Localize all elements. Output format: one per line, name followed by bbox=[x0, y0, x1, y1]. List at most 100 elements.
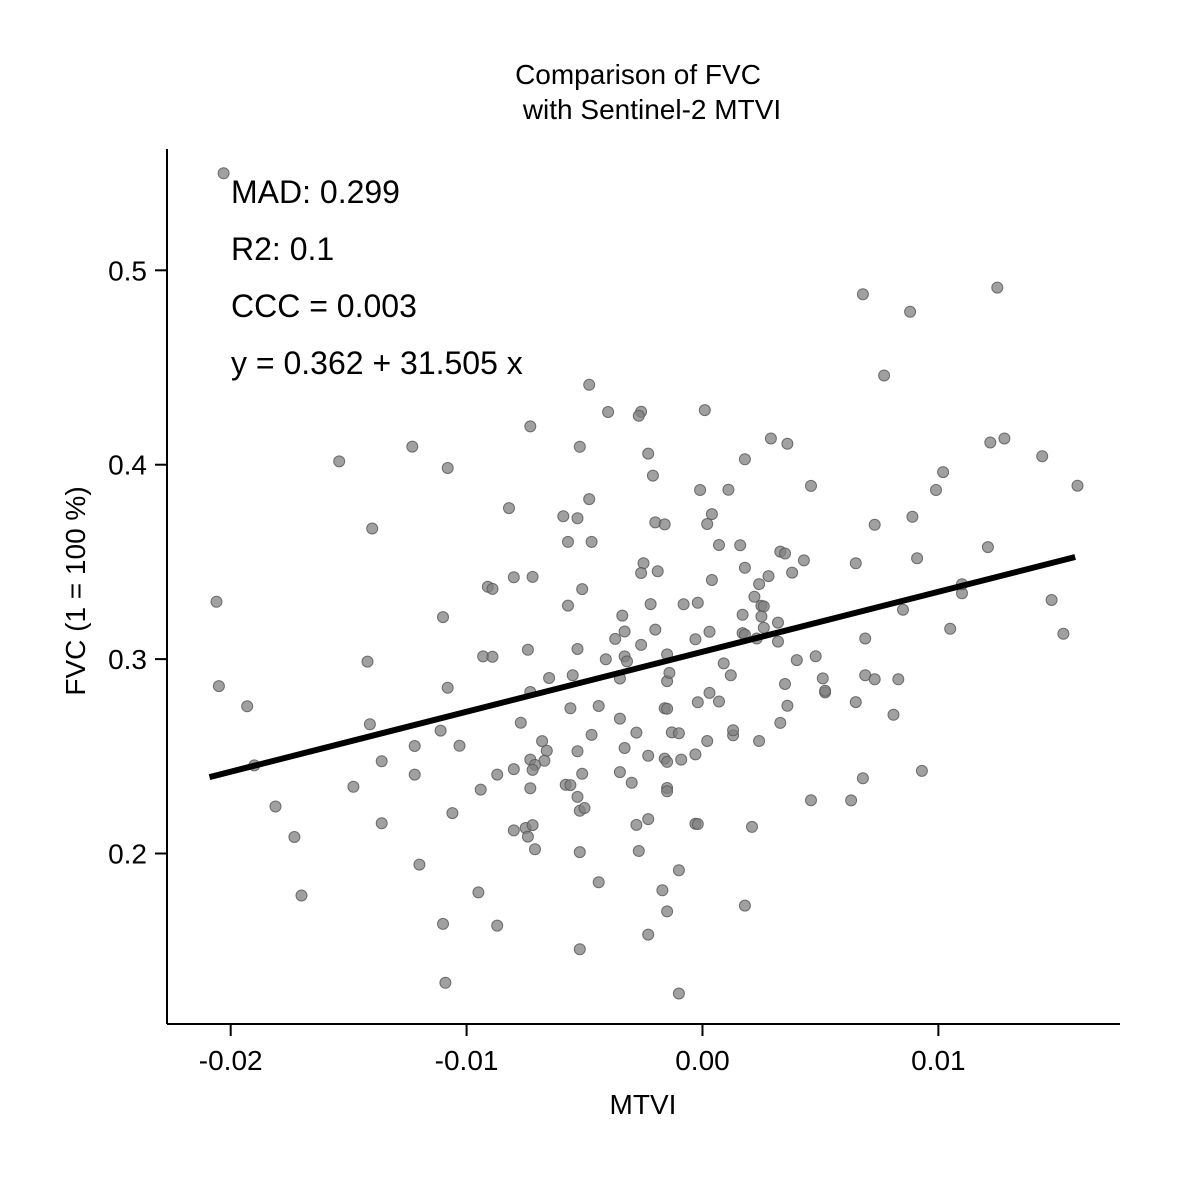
data-point bbox=[573, 846, 586, 859]
data-point bbox=[753, 735, 766, 747]
data-point bbox=[585, 535, 598, 548]
data-point bbox=[366, 522, 379, 535]
data-point bbox=[491, 768, 504, 781]
data-point bbox=[521, 830, 534, 843]
data-point bbox=[625, 776, 638, 789]
data-point bbox=[503, 502, 515, 515]
data-point bbox=[878, 369, 891, 382]
data-point bbox=[543, 672, 556, 684]
data-point bbox=[1036, 450, 1049, 463]
data-point bbox=[413, 858, 426, 871]
data-point bbox=[573, 440, 586, 453]
data-point bbox=[486, 650, 499, 663]
data-point bbox=[762, 570, 775, 583]
y-tick-label: 0.4 bbox=[108, 450, 147, 481]
data-point bbox=[691, 818, 704, 830]
data-point bbox=[757, 621, 770, 634]
y-axis-label: FVC (1 = 100 %) bbox=[60, 486, 91, 695]
data-point bbox=[906, 510, 919, 523]
data-point bbox=[658, 518, 671, 531]
y-tick-label: 0.2 bbox=[108, 839, 147, 870]
y-tick-label: 0.3 bbox=[108, 644, 147, 675]
data-point bbox=[672, 727, 685, 740]
data-point bbox=[892, 673, 905, 686]
data-point bbox=[578, 802, 591, 814]
x-tick-label: 0.00 bbox=[675, 1045, 730, 1076]
data-point bbox=[635, 567, 648, 579]
data-point bbox=[599, 653, 612, 666]
data-point bbox=[632, 409, 645, 422]
data-point bbox=[562, 599, 574, 612]
data-point bbox=[691, 596, 704, 609]
data-point bbox=[781, 437, 794, 450]
data-point bbox=[621, 655, 633, 668]
data-point bbox=[439, 976, 452, 989]
data-point bbox=[576, 767, 589, 780]
data-point bbox=[772, 635, 784, 648]
data-point bbox=[564, 779, 577, 792]
data-point bbox=[781, 699, 794, 712]
data-point bbox=[288, 831, 301, 843]
data-point bbox=[406, 440, 419, 453]
data-point bbox=[705, 508, 718, 521]
data-point bbox=[566, 669, 579, 682]
data-point bbox=[363, 718, 376, 731]
data-point bbox=[524, 420, 537, 433]
data-point bbox=[727, 724, 740, 737]
x-axis-ticks: -0.02 -0.01 0.00 0.01 bbox=[199, 1024, 966, 1076]
data-point bbox=[507, 824, 520, 837]
data-point bbox=[724, 669, 737, 682]
data-point bbox=[904, 305, 917, 318]
data-point bbox=[361, 655, 374, 668]
data-point bbox=[637, 557, 650, 570]
data-point bbox=[536, 735, 549, 748]
data-point bbox=[805, 794, 817, 807]
data-point bbox=[701, 735, 714, 747]
data-point bbox=[437, 917, 449, 930]
chart-title-line-1: Comparison of FVC bbox=[515, 59, 761, 90]
data-point bbox=[663, 666, 676, 679]
data-point bbox=[661, 702, 674, 715]
data-point bbox=[694, 484, 707, 496]
annotation-r2: R2: 0.1 bbox=[231, 231, 334, 267]
data-point bbox=[944, 622, 957, 635]
data-point bbox=[583, 493, 596, 506]
data-point bbox=[772, 616, 784, 629]
annotation-mad: MAD: 0.299 bbox=[231, 174, 400, 210]
data-point bbox=[526, 763, 539, 776]
data-point bbox=[212, 680, 225, 693]
data-point bbox=[738, 453, 751, 466]
data-point bbox=[635, 638, 648, 651]
data-point bbox=[437, 611, 449, 624]
y-tick-label: 0.5 bbox=[108, 255, 147, 286]
data-point bbox=[609, 632, 622, 645]
data-point bbox=[779, 547, 791, 560]
data-point bbox=[661, 785, 674, 798]
data-point bbox=[779, 678, 791, 690]
x-tick-label: -0.02 bbox=[199, 1045, 263, 1076]
data-point bbox=[526, 570, 539, 583]
data-point bbox=[1045, 594, 1058, 606]
chart-title-line-2: with Sentinel-2 MTVI bbox=[522, 94, 781, 125]
x-tick-label: -0.01 bbox=[435, 1045, 499, 1076]
data-point bbox=[295, 889, 308, 902]
data-point bbox=[642, 749, 655, 762]
data-point bbox=[618, 625, 631, 638]
data-point bbox=[571, 643, 584, 655]
data-point bbox=[774, 716, 787, 729]
data-point bbox=[672, 987, 685, 1000]
data-point bbox=[753, 578, 766, 591]
data-point bbox=[507, 571, 520, 584]
data-point bbox=[613, 712, 626, 725]
data-point bbox=[868, 518, 881, 531]
data-point bbox=[661, 755, 674, 768]
data-point bbox=[576, 583, 589, 596]
data-point bbox=[618, 742, 631, 754]
data-point bbox=[746, 820, 758, 833]
data-point bbox=[705, 574, 718, 586]
data-point bbox=[797, 554, 810, 567]
data-point bbox=[644, 598, 657, 611]
data-point bbox=[408, 740, 421, 752]
stats-annotations: MAD: 0.299 R2: 0.1 CCC = 0.003 y = 0.362… bbox=[231, 174, 523, 381]
